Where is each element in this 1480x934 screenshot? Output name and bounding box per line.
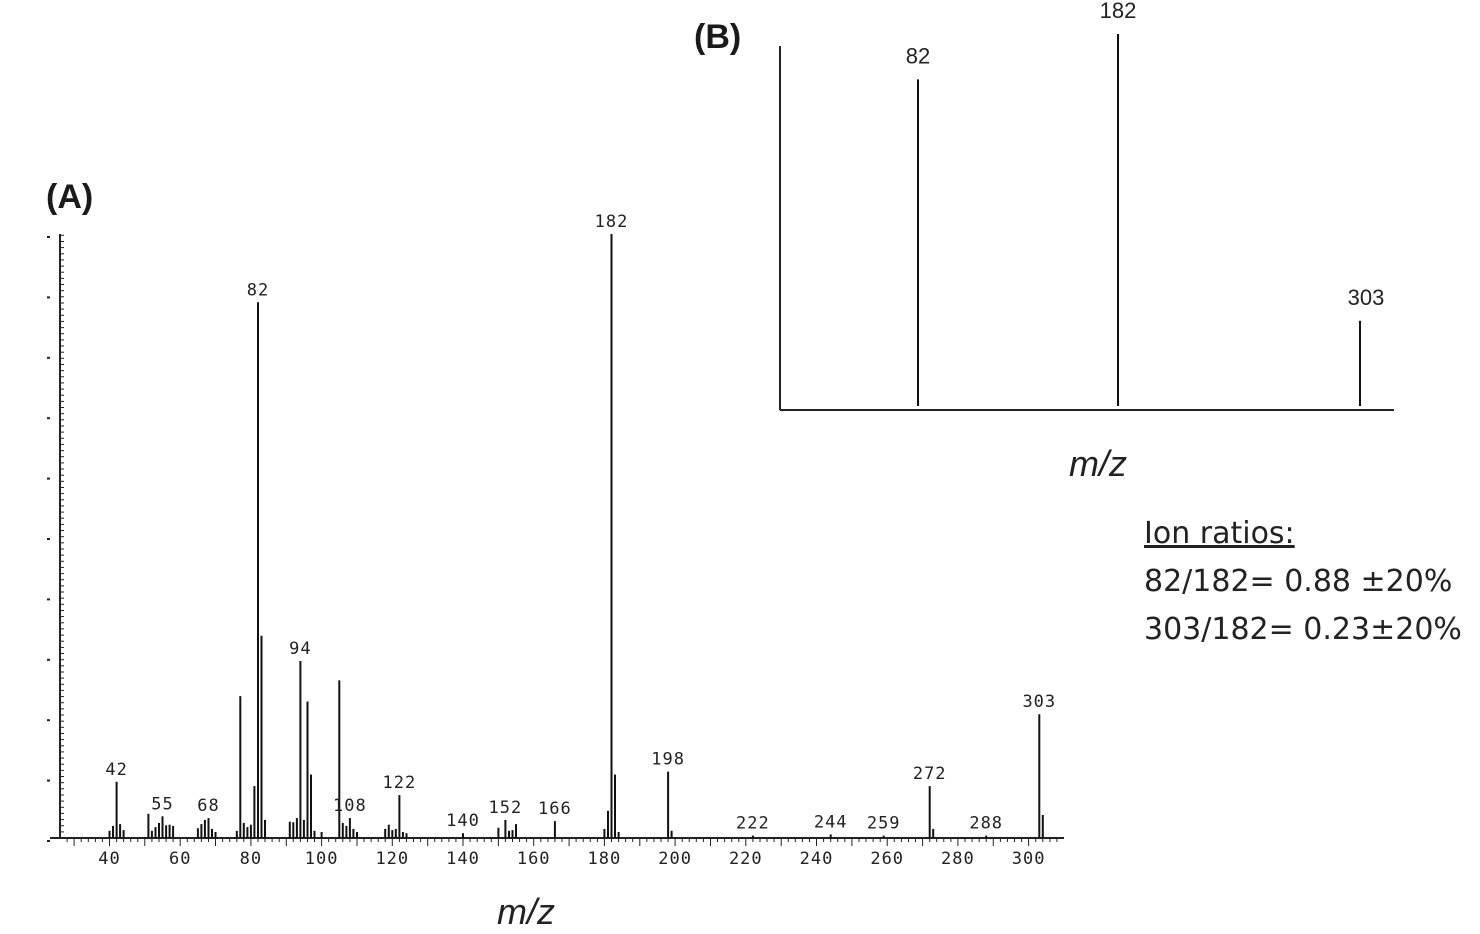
panel-a-x-tick-label: 40 — [98, 849, 120, 869]
panel-a-peak-label-198: 198 — [651, 750, 685, 770]
panel-a-spectrum: 40 60 80 100 120 140 160 180 200 220 240 260 280 300 … — [47, 212, 1064, 869]
panel-a-peak-label-140: 140 — [446, 811, 480, 831]
panel-a-peak-label-55: 55 — [151, 794, 173, 814]
panel-a-peak-label-244: 244 — [814, 812, 848, 832]
panel-a-x-tick-label: 280 — [941, 849, 975, 869]
panel-a-x-tick-label: 60 — [169, 849, 191, 869]
panel-a-peak-label-108: 108 — [333, 796, 367, 816]
panel-a-x-tick-label: 180 — [588, 849, 622, 869]
panel-b-label: (B) — [694, 18, 741, 56]
panel-a-x-tick-label: 140 — [446, 849, 480, 869]
panel-a-x-tick-label: 220 — [729, 849, 763, 869]
panel-b-x-axis-title: m/z — [1069, 443, 1127, 484]
panel-a-peak-label-288: 288 — [969, 814, 1003, 834]
ion-ratios-box: Ion ratios: 82/182= 0.88 ±20% 303/182= 0… — [1144, 510, 1480, 654]
panel-a-x-tick-labels: 40 60 80 100 120 140 160 180 200 220 240 260 280 300 — [98, 849, 1046, 869]
panel-a-label: (A) — [46, 178, 93, 216]
panel-b-peak-label-182: 182 — [1100, 0, 1137, 23]
panel-a-peak-label-94: 94 — [289, 639, 311, 659]
panel-a-x-tick-label: 80 — [240, 849, 262, 869]
panel-a-peak-label-42: 42 — [105, 760, 127, 780]
panel-b-peak-labels: 82 182 303 — [906, 0, 1385, 310]
panel-a-peak-label-272: 272 — [913, 764, 947, 784]
ion-ratios-heading: Ion ratios: — [1144, 516, 1295, 551]
panel-a-peak-label-68: 68 — [197, 796, 219, 816]
panel-a-x-axis-title: m/z — [497, 891, 555, 932]
panel-a-x-tick-label: 100 — [305, 849, 339, 869]
panel-a-x-tick-label: 120 — [375, 849, 409, 869]
panel-b-peaks — [917, 34, 1361, 406]
panel-a-peak-label-122: 122 — [383, 773, 417, 793]
panel-a-peak-label-259: 259 — [867, 814, 901, 834]
panel-a-peak-label-82: 82 — [247, 280, 269, 300]
panel-a-peak-label-152: 152 — [489, 798, 523, 818]
ion-ratio-303-182: 303/182= 0.23±20% — [1144, 612, 1462, 647]
panel-a-x-ticks — [66, 838, 1058, 846]
panel-a-peak-label-303: 303 — [1022, 692, 1056, 712]
panel-a-x-tick-label: 260 — [870, 849, 904, 869]
panel-b-peak-label-303: 303 — [1348, 285, 1385, 310]
panel-a-x-tick-label: 160 — [517, 849, 551, 869]
panel-a-x-tick-label: 240 — [800, 849, 834, 869]
panel-a-peak-label-182: 182 — [595, 212, 629, 232]
panel-a-x-tick-label: 300 — [1012, 849, 1046, 869]
panel-a-y-ticks — [47, 234, 64, 842]
panel-b-peak-label-82: 82 — [906, 43, 930, 68]
panel-a-peak-label-166: 166 — [538, 799, 572, 819]
panel-a-x-tick-label: 200 — [658, 849, 692, 869]
ion-ratio-82-182: 82/182= 0.88 ±20% — [1144, 564, 1453, 599]
panel-a-peaks — [108, 234, 1044, 838]
panel-a-peak-label-222: 222 — [736, 814, 770, 834]
panel-a-peak-labels: 42 55 68 82 94 108 122 140 152 166 182 198 222 244 259… — [105, 212, 1056, 834]
panel-b-spectrum: 82 182 303 — [779, 0, 1394, 411]
